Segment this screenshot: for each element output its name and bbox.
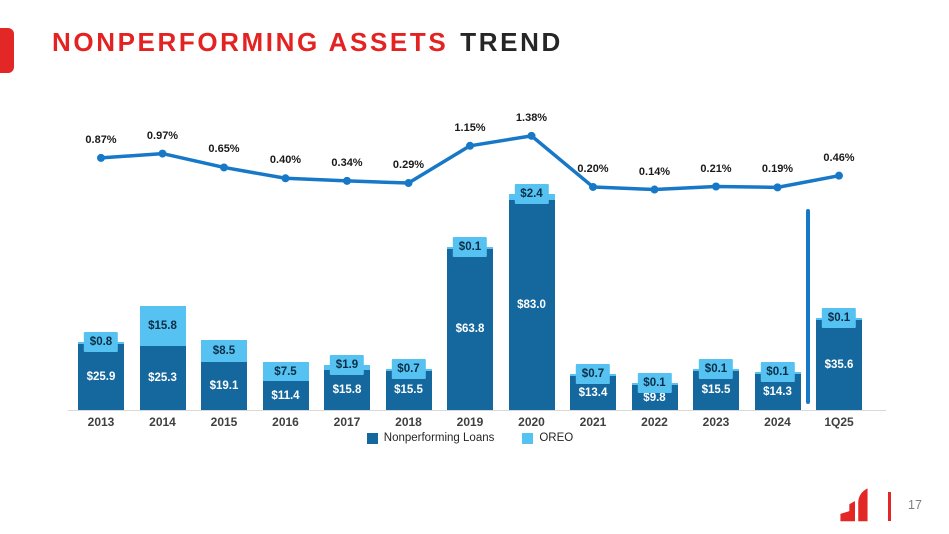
line-marker	[97, 153, 105, 162]
oreo-value-tag: $2.4	[514, 183, 549, 204]
line-marker	[650, 185, 659, 194]
line-data-label: 0.20%	[577, 162, 609, 175]
bar-segment-oreo	[201, 340, 247, 362]
company-logo-icon	[840, 488, 868, 522]
line-marker	[712, 182, 720, 191]
x-axis-label: 2014	[149, 415, 176, 429]
oreo-value-tag: $0.8	[83, 332, 119, 353]
oreo-value-tag: $0.1	[637, 373, 672, 394]
x-axis-label: 2018	[395, 415, 422, 429]
x-axis-label: 2024	[764, 415, 791, 429]
x-axis-label: 2019	[456, 415, 484, 429]
line-data-label: 0.34%	[331, 156, 363, 169]
line-marker	[589, 182, 597, 191]
bar-segment-npl	[201, 361, 247, 410]
line-data-label: 0.29%	[392, 159, 425, 172]
x-axis-label: 2021	[579, 415, 607, 429]
line-data-label: 0.97%	[146, 129, 179, 142]
title-dark-text: TREND	[460, 27, 563, 57]
bar-segment-npl	[78, 344, 124, 410]
x-axis-label: 2013	[87, 415, 115, 429]
bar-segment-npl	[816, 319, 862, 410]
x-axis-label: 1Q25	[824, 415, 854, 429]
line-data-label: 1.38%	[515, 111, 548, 124]
x-axis-label: 2016	[272, 415, 299, 429]
line-data-label: 0.46%	[823, 151, 855, 164]
oreo-value-tag: $0.1	[698, 358, 734, 379]
page-number: 17	[908, 498, 922, 512]
x-axis-label: 2015	[210, 415, 238, 429]
line-marker	[773, 183, 782, 192]
line-data-label: 0.87%	[85, 133, 117, 146]
line-data-label: 0.19%	[761, 163, 794, 176]
oreo-value-tag: $0.1	[821, 307, 857, 328]
bar-segment-oreo	[139, 306, 186, 346]
bar-segment-oreo	[262, 362, 309, 382]
x-axis-label: 2020	[518, 415, 545, 429]
line-data-label: 0.65%	[208, 143, 240, 156]
x-axis-line	[68, 410, 886, 411]
x-axis-label: 2017	[333, 415, 361, 429]
oreo-swatch-icon	[522, 432, 534, 444]
oreo-value-tag: $1.9	[329, 355, 365, 376]
oreo-value-tag: $0.1	[760, 361, 795, 382]
line-marker	[281, 174, 290, 183]
legend-label-oreo: OREO	[539, 432, 574, 444]
line-marker	[835, 171, 843, 180]
title-accent-bar	[0, 28, 14, 73]
page-title: NONPERFORMING ASSETS TREND	[52, 27, 563, 58]
x-axis-label: 2022	[641, 415, 668, 429]
line-marker	[466, 141, 474, 150]
line-marker	[527, 131, 536, 140]
bar-segment-npl	[324, 370, 370, 410]
line-data-label: 0.40%	[269, 154, 302, 167]
oreo-value-tag: $0.1	[452, 236, 488, 257]
oreo-value-tag: $0.7	[575, 364, 611, 385]
x-axis-label: 2023	[702, 415, 730, 429]
legend-item-oreo: OREO	[522, 432, 573, 444]
line-data-label: 0.21%	[700, 162, 732, 175]
line-marker	[158, 149, 167, 158]
title-red-text: NONPERFORMING ASSETS	[52, 27, 449, 57]
line-marker	[343, 176, 351, 185]
bar-segment-npl	[447, 248, 493, 410]
footer-divider	[888, 492, 891, 521]
line-marker	[220, 163, 228, 172]
bar-segment-npl	[262, 381, 309, 410]
period-separator-line	[806, 209, 811, 404]
legend-item-nonperforming-loans: Nonperforming Loans	[366, 432, 495, 444]
line-data-label: 1.15%	[454, 121, 486, 134]
bar-segment-npl	[139, 345, 186, 410]
bar-segment-npl	[508, 200, 555, 410]
legend-label-npl: Nonperforming Loans	[383, 432, 495, 444]
chart-legend: Nonperforming Loans OREO	[70, 432, 870, 444]
line-data-label: 0.14%	[638, 165, 671, 178]
line-marker	[404, 179, 413, 188]
npl-swatch-icon	[366, 432, 378, 444]
oreo-value-tag: $0.7	[391, 358, 426, 379]
